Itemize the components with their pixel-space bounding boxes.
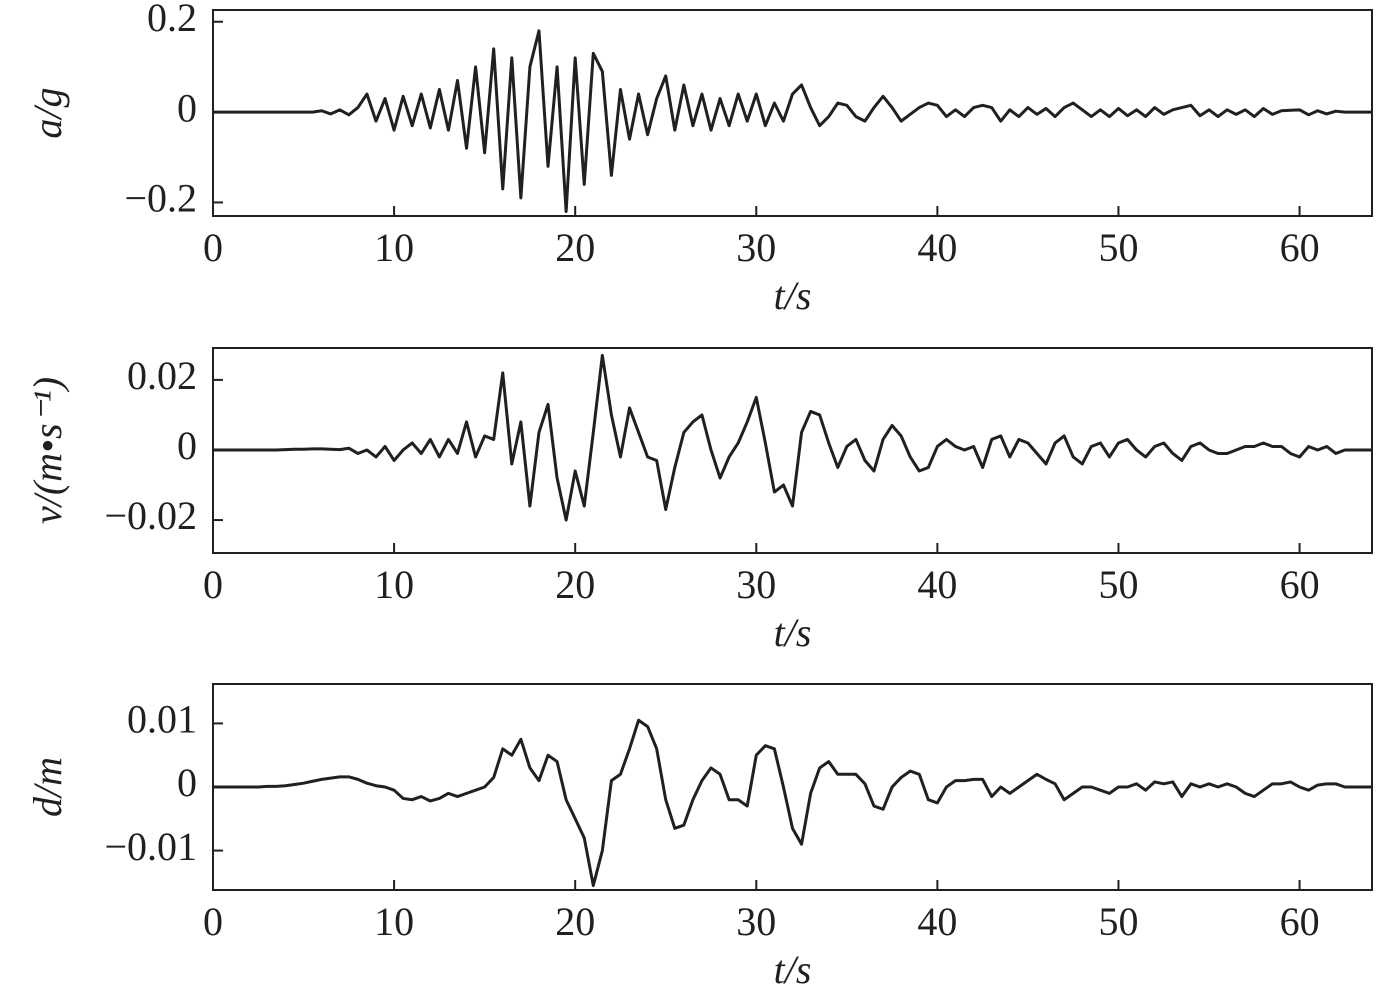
x-tick-label: 20 (555, 562, 595, 607)
x-axis-label: t/s (774, 273, 812, 318)
x-tick-label: 20 (555, 899, 595, 944)
x-tick-label: 0 (203, 899, 223, 944)
x-tick-label: 10 (374, 562, 414, 607)
y-axis-label: v/(m•s⁻¹) (25, 377, 70, 524)
y-axis-label: d/m (25, 757, 70, 817)
x-tick-label: 0 (203, 225, 223, 270)
y-tick-label: 0.02 (127, 353, 197, 398)
x-tick-label: 50 (1098, 562, 1138, 607)
y-axis-label: a/g (25, 87, 70, 138)
y-tick-label: 0.2 (147, 0, 197, 40)
x-tick-label: 40 (917, 899, 957, 944)
y-tick-label: 0 (177, 423, 197, 468)
y-tick-label: 0 (177, 85, 197, 130)
x-tick-label: 40 (917, 562, 957, 607)
y-tick-label: −0.02 (104, 493, 197, 538)
data-line (213, 718, 1372, 888)
x-tick-label: 30 (736, 225, 776, 270)
x-tick-label: 40 (917, 225, 957, 270)
x-tick-label: 20 (555, 225, 595, 270)
x-tick-label: 60 (1280, 899, 1320, 944)
x-tick-label: 60 (1280, 562, 1320, 607)
y-tick-label: 0 (177, 760, 197, 805)
x-axis-label: t/s (774, 947, 812, 992)
y-tick-label: −0.01 (104, 824, 197, 869)
data-line (213, 353, 1372, 522)
y-tick-label: 0.01 (127, 697, 197, 742)
x-tick-label: 0 (203, 562, 223, 607)
x-tick-label: 10 (374, 225, 414, 270)
x-tick-label: 60 (1280, 225, 1320, 270)
x-axis-label: t/s (774, 610, 812, 655)
x-tick-label: 50 (1098, 225, 1138, 270)
x-tick-label: 30 (736, 562, 776, 607)
x-tick-label: 30 (736, 899, 776, 944)
x-tick-label: 50 (1098, 899, 1138, 944)
x-tick-label: 10 (374, 899, 414, 944)
data-line (213, 29, 1372, 213)
y-tick-label: −0.2 (124, 176, 197, 221)
